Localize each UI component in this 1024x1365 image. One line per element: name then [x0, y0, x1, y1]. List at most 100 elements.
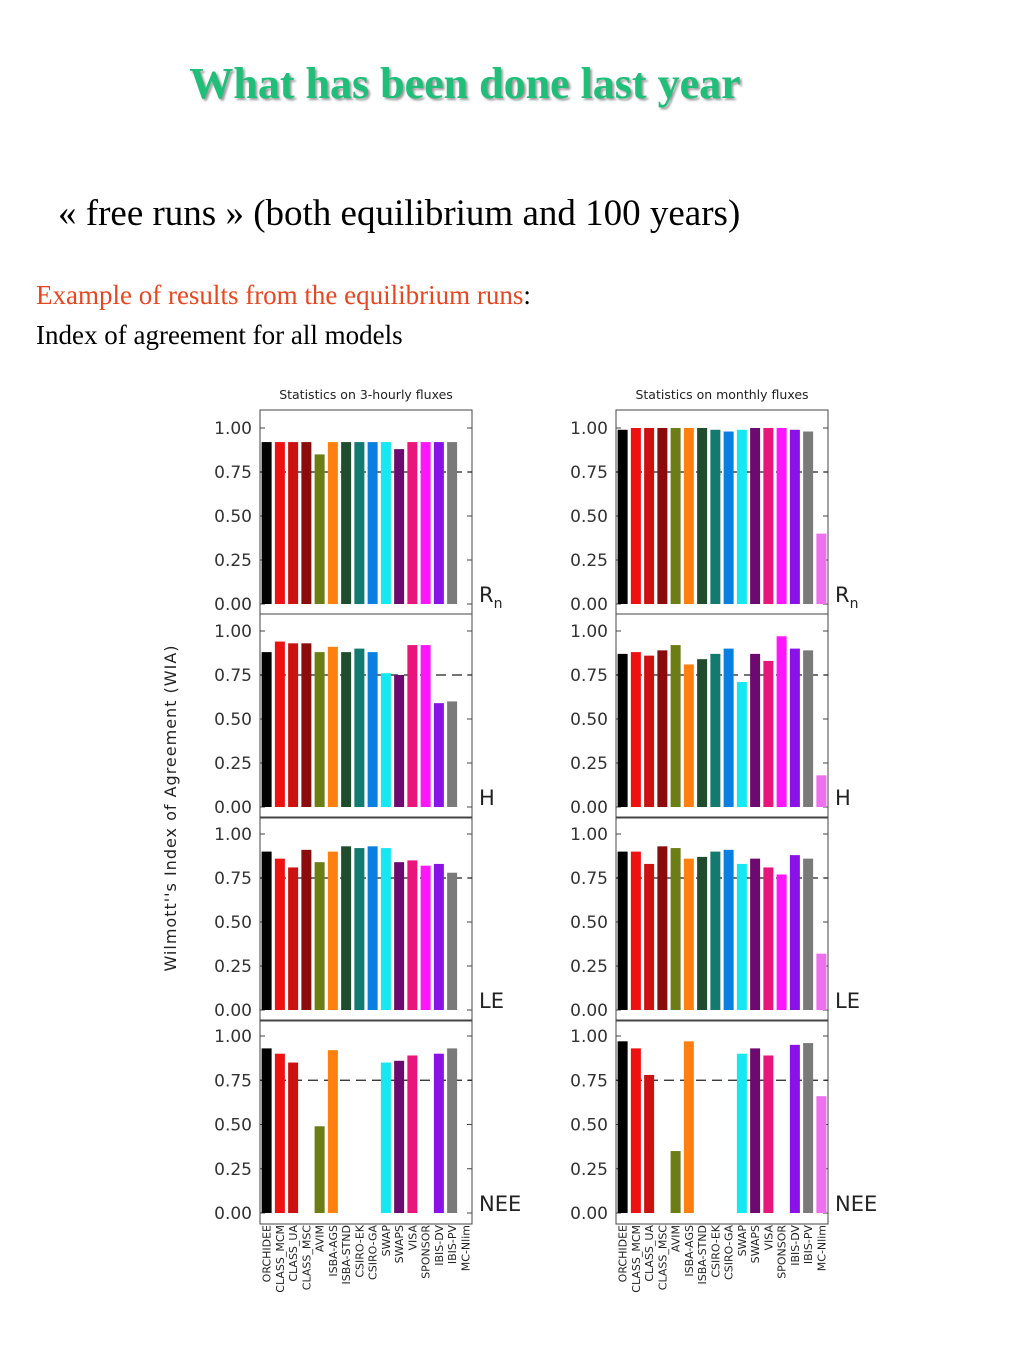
bar-orchidee [261, 442, 272, 604]
y-tick-label: 0.25 [214, 754, 252, 774]
bar-ibis-pv [803, 1043, 814, 1213]
y-tick-label: 1.00 [570, 825, 608, 845]
bar-visa [763, 660, 774, 807]
bar-ibis-dv [789, 648, 800, 807]
x-tick-label: SWAPS [749, 1225, 762, 1263]
bar-avim [314, 1126, 325, 1213]
bar-sponsor [776, 874, 787, 1010]
bar-ibis-pv [447, 872, 458, 1010]
y-tick-label: 0.75 [214, 1071, 252, 1091]
bar-class-ua [644, 655, 655, 807]
y-tick-label: 0.75 [570, 666, 608, 686]
bar-orchidee [261, 851, 272, 1010]
bar-isba-stnd [341, 442, 352, 604]
x-tick-label: ISBA-AGS [683, 1225, 696, 1277]
y-tick-label: 1.00 [214, 622, 252, 642]
bar-avim [670, 848, 681, 1010]
x-tick-label: CLASS_MCM [274, 1225, 287, 1293]
bar-csiro-ek [354, 442, 365, 604]
x-tick-label: CLASS_UA [643, 1225, 656, 1282]
y-tick-label: 0.25 [570, 957, 608, 977]
panel-0: Statistics on 3-hourly fluxes 0.00 0.25 0.5… [214, 387, 502, 615]
y-tick-label: 1.00 [214, 419, 252, 439]
bar-visa [763, 428, 774, 604]
bar-isba-ags [327, 442, 338, 604]
x-tick-label: SWAPS [393, 1225, 406, 1263]
y-tick-label: 0.00 [570, 798, 608, 818]
x-tick-label: CLASS_MSC [300, 1225, 313, 1291]
y-tick-label: 0.00 [570, 1204, 608, 1224]
bar-csiro-ek [710, 851, 721, 1010]
y-axis-label: Wilmott''s Index of Agreement (WIA) [161, 644, 180, 971]
bar-orchidee [617, 1041, 628, 1213]
flux-label: NEE [479, 1192, 521, 1216]
y-tick-label: 1.00 [570, 622, 608, 642]
bar-isba-stnd [697, 428, 708, 604]
panel-frame [615, 816, 829, 1022]
bar-class-ua [288, 867, 299, 1010]
flux-label-subscript: n [494, 596, 503, 612]
x-tick-label: CLASS_MCM [630, 1225, 643, 1293]
bar-swaps [750, 858, 761, 1010]
bar-avim [670, 645, 681, 807]
x-axis-labels-0: ORCHIDEE CLASS_MCM CLASS_UA CLASS_MSC AVIM IS… [261, 1224, 473, 1292]
bar-class-mcm [630, 428, 641, 604]
y-tick-label: 1.00 [214, 1027, 252, 1047]
bar-visa [407, 645, 418, 807]
example-caption-colon: : [523, 280, 531, 310]
bar-class-mcm [630, 1048, 641, 1213]
bar-mc-nlim [816, 775, 827, 807]
bar-swaps [750, 653, 761, 807]
flux-label: Rn [835, 583, 858, 612]
y-tick-label: 0.50 [570, 913, 608, 933]
bar-class-msc [657, 650, 668, 807]
bar-orchidee [261, 652, 272, 807]
flux-label: LE [835, 989, 860, 1013]
bar-class-ua [288, 643, 299, 807]
x-tick-label: VISA [406, 1225, 419, 1251]
x-tick-label: IBIS-DV [433, 1225, 446, 1266]
bar-orchidee [261, 1048, 272, 1213]
example-caption-red: Example of results from the equilibrium … [36, 280, 524, 310]
x-tick-label: MC-Nlim [459, 1225, 472, 1271]
y-tick-label: 0.50 [570, 507, 608, 527]
bar-class-mcm [630, 851, 641, 1010]
y-tick-label: 0.50 [214, 1116, 252, 1136]
bar-orchidee [617, 653, 628, 807]
bar-isba-ags [327, 1050, 338, 1213]
x-tick-label: SPONSOR [420, 1225, 433, 1279]
bar-swap [380, 673, 391, 807]
y-tick-label: 0.00 [214, 595, 252, 615]
bar-isba-stnd [697, 659, 708, 807]
x-tick-label: CSIRO-EK [709, 1224, 722, 1277]
bar-visa [763, 1055, 774, 1213]
x-tick-label: MC-Nlim [815, 1225, 828, 1271]
bar-isba-stnd [341, 652, 352, 807]
bar-isba-ags [683, 664, 694, 807]
y-tick-label: 0.50 [214, 913, 252, 933]
bar-sponsor [420, 865, 431, 1010]
x-tick-label: IBIS-PV [446, 1225, 459, 1265]
y-tick-label: 0.00 [570, 595, 608, 615]
y-tick-label: 0.50 [214, 507, 252, 527]
bar-class-msc [657, 428, 668, 604]
bar-isba-stnd [341, 846, 352, 1010]
bar-swaps [394, 449, 405, 604]
y-tick-label: 0.50 [570, 1116, 608, 1136]
y-tick-label: 0.75 [570, 869, 608, 889]
bar-csiro-ga [367, 442, 378, 604]
panel-5: 0.00 0.25 0.50 0.75 1.00 H [570, 613, 851, 819]
panel-2: 0.00 0.25 0.50 0.75 1.00 LE [214, 816, 504, 1022]
y-tick-label: 1.00 [570, 419, 608, 439]
bar-ibis-dv [433, 1053, 444, 1213]
bar-swaps [750, 428, 761, 604]
bar-ibis-dv [789, 1044, 800, 1213]
y-tick-label: 1.00 [570, 1027, 608, 1047]
panel-6: 0.00 0.25 0.50 0.75 1.00 LE [570, 816, 860, 1022]
bar-class-msc [301, 442, 312, 604]
bar-ibis-dv [433, 442, 444, 604]
bar-class-ua [288, 442, 299, 604]
bar-sponsor [420, 442, 431, 604]
bar-class-ua [288, 1062, 299, 1213]
bar-visa [407, 1055, 418, 1213]
